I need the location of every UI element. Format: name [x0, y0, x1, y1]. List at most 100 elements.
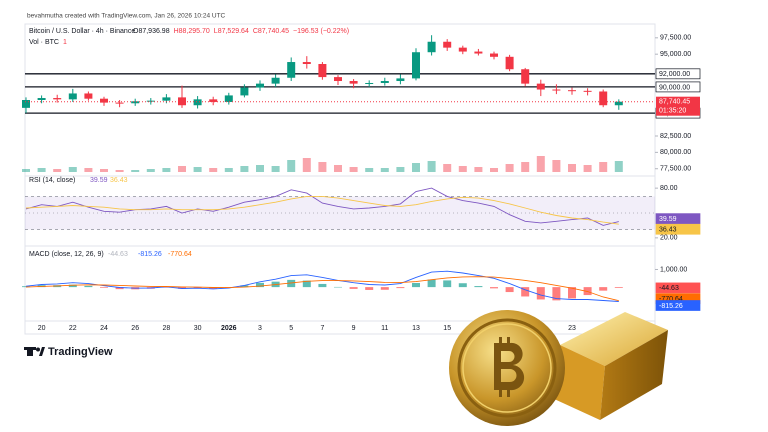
- volume-bar: [334, 165, 342, 172]
- macd-histogram-bar: [568, 287, 576, 299]
- macd-histogram-bar: [349, 287, 358, 289]
- volume-bar: [396, 167, 405, 172]
- rsi-legend-value: 36.43: [110, 177, 128, 184]
- volume-bar: [490, 168, 498, 172]
- volume-bar: [240, 166, 249, 172]
- ohlc-value: O87,936.98: [133, 28, 170, 35]
- candle-body: [256, 83, 264, 88]
- macd-histogram-bar: [240, 285, 249, 288]
- macd-histogram-bar: [84, 285, 93, 288]
- candle-body: [193, 99, 202, 106]
- rsi-last-value-box: [655, 223, 701, 235]
- volume-bar: [193, 167, 202, 172]
- macd-histogram-bar: [552, 287, 561, 301]
- volume-bar: [380, 168, 389, 172]
- candle-body: [131, 101, 140, 104]
- volume-bar: [583, 165, 592, 172]
- rsi-last-value: 36.43: [659, 227, 677, 234]
- candle-body: [349, 81, 358, 84]
- macd-histogram-bar: [427, 279, 436, 288]
- macd-histogram-bar: [162, 287, 171, 288]
- volume-bar: [287, 160, 296, 172]
- macd-histogram-bar: [599, 287, 608, 291]
- candle-body: [380, 81, 389, 83]
- x-tick-label: 28: [163, 325, 171, 332]
- volume-bar: [474, 167, 483, 172]
- macd-legend-value: -770.64: [168, 251, 192, 258]
- rsi-band: [25, 196, 655, 230]
- candle-body: [271, 77, 280, 84]
- volume-bar: [209, 168, 218, 172]
- candle-body: [583, 90, 592, 92]
- rsi-legend-value: 39.59: [90, 177, 108, 184]
- candle-body: [68, 93, 77, 100]
- y-tick-label: 77,500.00: [660, 166, 691, 173]
- volume-bar: [178, 166, 186, 172]
- volume-bar: [162, 168, 171, 172]
- candle-body: [84, 93, 93, 99]
- candle-body: [334, 77, 342, 82]
- y-tick-label: 97,500.00: [660, 35, 691, 42]
- candle-body: [146, 100, 155, 102]
- macd-legend-value: -815.26: [138, 251, 162, 258]
- ohlc-value: L87,529.64: [214, 28, 249, 35]
- x-tick-label: 22: [69, 325, 77, 332]
- volume-bar: [131, 170, 140, 172]
- x-tick-label: 11: [381, 325, 388, 332]
- macd-last-value-box: [655, 282, 701, 294]
- macd-last-value: -770.64: [659, 296, 683, 303]
- macd-histogram-bar: [412, 282, 420, 288]
- bitcoin-coin: [449, 310, 565, 426]
- x-tick-label: 5: [289, 325, 293, 332]
- volume-bar: [100, 169, 108, 172]
- x-tick-label: 20: [38, 325, 46, 332]
- volume-bar: [412, 163, 420, 172]
- volume-bar: [146, 169, 155, 172]
- gold-bar: [552, 312, 668, 420]
- candle-body: [505, 56, 514, 70]
- macd-histogram-bar: [396, 287, 405, 289]
- volume-bar: [115, 170, 124, 172]
- macd-histogram-bar: [302, 280, 311, 288]
- macd-histogram-bar: [505, 287, 514, 293]
- y-tick-label: 1,000.00: [660, 266, 687, 273]
- macd-histogram-bar: [256, 282, 264, 288]
- candle-body: [240, 87, 249, 96]
- macd-legend-value: -44.63: [108, 251, 128, 258]
- credit: bevahmutha created with TradingView.com,…: [27, 13, 226, 20]
- volume-bar: [505, 164, 514, 172]
- candle-body: [224, 95, 233, 102]
- rsi-line: [25, 187, 619, 226]
- volume-bar: [256, 165, 264, 172]
- macd-histogram-bar: [443, 280, 452, 288]
- volume-bar: [22, 169, 30, 172]
- level-label-box: [655, 81, 701, 93]
- ohlc-value: C87,740.45: [253, 28, 289, 35]
- volume-bar: [68, 167, 77, 172]
- macd-histogram-bar: [334, 286, 342, 288]
- symbol-title: Bitcoin / U.S. Dollar · 4h · Binance: [29, 28, 135, 35]
- x-tick-label: 23: [568, 325, 576, 332]
- volume-bar: [521, 162, 530, 172]
- macd-histogram-bar: [536, 287, 545, 300]
- y-tick-label: 80.00: [660, 185, 678, 192]
- volume-bar: [302, 158, 311, 172]
- volume-bar: [84, 168, 93, 172]
- candle-body: [599, 91, 608, 106]
- candle-body: [552, 89, 561, 91]
- macd-histogram-bar: [68, 284, 77, 288]
- x-tick-label: 24: [100, 325, 108, 332]
- candle-body: [162, 97, 171, 101]
- candle-body: [396, 78, 405, 82]
- candle-body: [115, 102, 124, 104]
- candle-body: [490, 53, 498, 57]
- level-label: 92,000.00: [659, 71, 690, 78]
- volume-legend-value: 1: [63, 39, 67, 46]
- candle-body: [318, 64, 327, 78]
- macd-histogram-bar: [178, 287, 186, 289]
- last-price-label: 87,740.45: [659, 99, 690, 106]
- macd-histogram-bar: [115, 287, 124, 290]
- ohlc-value: H88,295.70: [174, 28, 210, 35]
- macd-histogram-bar: [287, 279, 296, 288]
